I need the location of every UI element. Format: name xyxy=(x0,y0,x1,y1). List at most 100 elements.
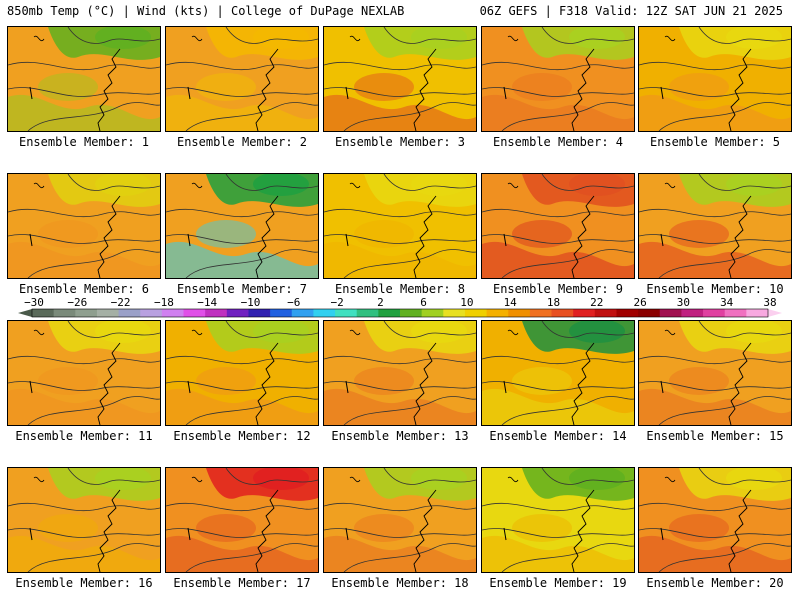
ensemble-member-caption: Ensemble Member: 7 xyxy=(176,282,308,296)
colorbar-segment xyxy=(313,309,336,317)
temperature-field-map xyxy=(639,27,791,131)
ensemble-member-map xyxy=(638,467,792,573)
colorbar-tick-label: −18 xyxy=(154,296,174,309)
ensemble-member-map xyxy=(165,320,319,426)
temperature-field-map xyxy=(324,174,476,278)
ensemble-member-caption: Ensemble Member: 19 xyxy=(489,576,627,590)
colorbar-tick-label: 14 xyxy=(504,296,518,309)
colorbar-segment xyxy=(118,309,141,317)
colorbar-tick-label: 30 xyxy=(677,296,690,309)
colorbar-segment xyxy=(703,309,726,317)
temperature-field-map xyxy=(639,468,791,572)
colorbar-tick-label: −6 xyxy=(287,296,300,309)
ensemble-member-caption: Ensemble Member: 14 xyxy=(489,429,627,443)
colorbar-segment xyxy=(573,309,596,317)
colorbar-tick-label: −26 xyxy=(67,296,87,309)
ensemble-member-caption: Ensemble Member: 11 xyxy=(15,429,153,443)
temperature-colorbar: −30 −26 −22 −18 −14 −10 −6 −2 2 6 10 14 18 22 26 30 34 38… xyxy=(18,296,782,318)
ensemble-member-map xyxy=(7,173,161,279)
colorbar-segment xyxy=(378,309,401,317)
colorbar-tick-label: −10 xyxy=(241,296,261,309)
colorbar-segment xyxy=(638,309,661,317)
temperature-field-map xyxy=(8,321,160,425)
temperature-field-map xyxy=(482,27,634,131)
ensemble-member-caption: Ensemble Member: 17 xyxy=(173,576,311,590)
temperature-field-map xyxy=(166,321,318,425)
temperature-field-map xyxy=(639,321,791,425)
ensemble-member-map xyxy=(165,26,319,132)
colorbar-tick-label: −22 xyxy=(111,296,131,309)
colorbar-segment xyxy=(508,309,531,317)
ensemble-member-caption: Ensemble Member: 2 xyxy=(176,135,308,149)
ensemble-member-map xyxy=(481,467,635,573)
colorbar-segment xyxy=(96,309,120,317)
colorbar-segment xyxy=(32,309,55,317)
ensemble-member-caption: Ensemble Member: 12 xyxy=(173,429,311,443)
temperature-field-map xyxy=(639,174,791,278)
colorbar-tick-label: 2 xyxy=(377,296,384,309)
colorbar-segment xyxy=(291,309,314,317)
ensemble-member-caption: Ensemble Member: 8 xyxy=(334,282,466,296)
temperature-field-map xyxy=(324,321,476,425)
colorbar-tick-label: 6 xyxy=(420,296,427,309)
colorbar-tick-label: 10 xyxy=(460,296,473,309)
ensemble-member-map xyxy=(481,320,635,426)
ensemble-member-caption: Ensemble Member: 3 xyxy=(334,135,466,149)
colorbar-tick-label: 38 xyxy=(763,296,776,309)
colorbar-segment xyxy=(594,309,617,317)
colorbar-segment xyxy=(421,309,444,317)
ensemble-member-map xyxy=(7,320,161,426)
ensemble-member-caption: Ensemble Member: 15 xyxy=(646,429,784,443)
temperature-field-map xyxy=(8,174,160,278)
temperature-field-map xyxy=(324,468,476,572)
colorbar-tick-label: −2 xyxy=(330,296,343,309)
ensemble-member-caption: Ensemble Member: 5 xyxy=(649,135,781,149)
colorbar-left-arrow xyxy=(18,309,32,317)
ensemble-member-caption: Ensemble Member: 13 xyxy=(331,429,469,443)
ensemble-member-map xyxy=(165,467,319,573)
ensemble-member-map xyxy=(481,26,635,132)
colorbar-segment xyxy=(270,309,293,317)
colorbar-segment xyxy=(746,309,769,317)
ensemble-member-caption: Ensemble Member: 6 xyxy=(18,282,150,296)
colorbar-segment xyxy=(140,309,163,317)
ensemble-member-map xyxy=(638,173,792,279)
colorbar-segment xyxy=(335,309,358,317)
colorbar-segment xyxy=(400,309,423,317)
colorbar-segment xyxy=(161,309,185,317)
temperature-field-map xyxy=(8,468,160,572)
colorbar-segment xyxy=(529,309,553,317)
chart-title: 850mb Temp (°C) | Wind (kts) | College o… xyxy=(7,4,405,18)
temperature-field-map xyxy=(166,468,318,572)
colorbar-segment xyxy=(551,309,574,317)
colorbar-tick-label: 26 xyxy=(633,296,646,309)
ensemble-member-map xyxy=(7,467,161,573)
ensemble-member-caption: Ensemble Member: 1 xyxy=(18,135,150,149)
ensemble-member-map xyxy=(7,26,161,132)
ensemble-member-caption: Ensemble Member: 16 xyxy=(15,576,153,590)
colorbar-tick-label: 34 xyxy=(720,296,734,309)
ensemble-member-caption: Ensemble Member: 20 xyxy=(646,576,784,590)
temperature-field-map xyxy=(166,174,318,278)
colorbar-segment xyxy=(464,309,488,317)
ensemble-member-caption: Ensemble Member: 18 xyxy=(331,576,469,590)
colorbar-tick-label: 18 xyxy=(547,296,560,309)
colorbar-segment xyxy=(681,309,704,317)
ensemble-member-caption: Ensemble Member: 10 xyxy=(646,282,784,296)
colorbar-segment xyxy=(205,309,228,317)
colorbar-segment xyxy=(616,309,639,317)
colorbar-segment xyxy=(75,309,98,317)
colorbar-segment xyxy=(183,309,206,317)
ensemble-member-map xyxy=(323,26,477,132)
colorbar-segment xyxy=(724,309,747,317)
colorbar-segment xyxy=(226,309,249,317)
ensemble-member-caption: Ensemble Member: 9 xyxy=(492,282,624,296)
colorbar-segment xyxy=(248,309,271,317)
ensemble-member-map xyxy=(638,26,792,132)
temperature-field-map xyxy=(166,27,318,131)
temperature-field-map xyxy=(324,27,476,131)
colorbar-segment xyxy=(356,309,379,317)
ensemble-member-map xyxy=(165,173,319,279)
temperature-field-map xyxy=(8,27,160,131)
ensemble-member-map xyxy=(323,467,477,573)
